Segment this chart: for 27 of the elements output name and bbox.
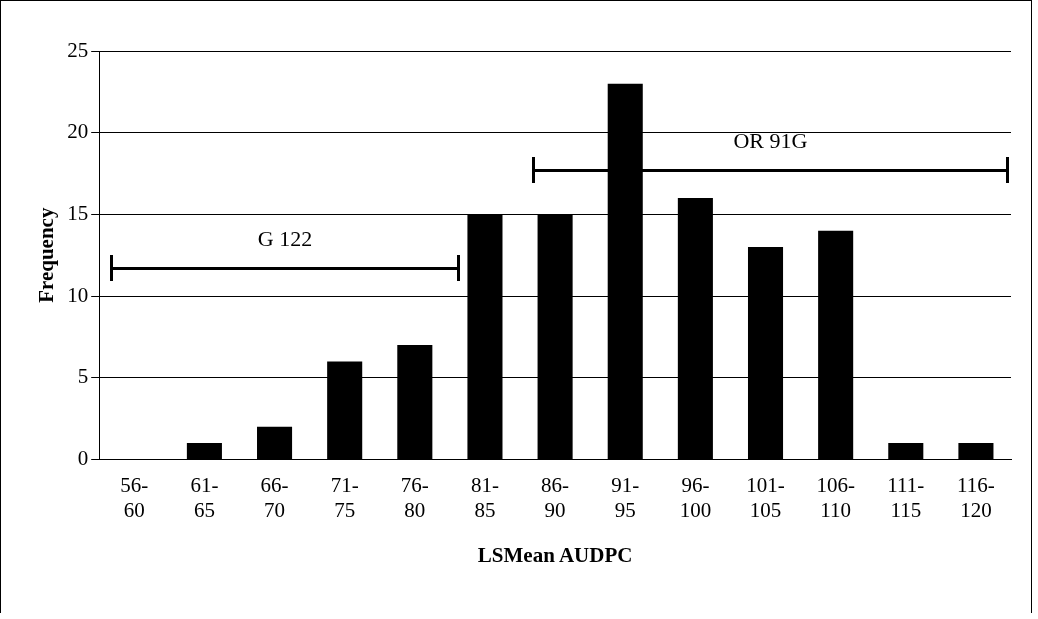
y-tick-label: 20 — [67, 119, 89, 144]
x-tick-label: 56-60 — [120, 472, 149, 522]
x-tick-label: 81-85 — [470, 472, 499, 522]
y-tick-label: 15 — [67, 200, 89, 225]
y-tick-label: 5 — [77, 364, 89, 389]
annotation: G 122 — [256, 226, 314, 253]
x-tick-label: 76-80 — [400, 472, 429, 522]
x-axis-title: LSMean AUDPC — [477, 542, 633, 567]
y-tick-label: 25 — [67, 37, 89, 62]
y-tick-label: 0 — [77, 445, 89, 470]
bar — [888, 443, 924, 459]
x-tick-label: 91-95 — [611, 472, 640, 522]
bar — [958, 443, 994, 459]
x-tick-label: 86-90 — [541, 472, 570, 522]
x-tick-label: 101-105 — [746, 472, 785, 522]
y-axis-title: Frequency — [34, 207, 59, 303]
annotation: OR 91G — [732, 128, 809, 155]
x-tick-label: 106-110 — [816, 472, 855, 522]
bar — [257, 426, 293, 459]
y-tick-label: 10 — [67, 282, 89, 307]
x-tick-label: 71-75 — [330, 472, 359, 522]
bar — [186, 443, 222, 459]
x-tick-label: 61-65 — [190, 472, 219, 522]
x-tick-label: 111-115 — [887, 472, 925, 522]
x-tick-label: 66-70 — [260, 472, 289, 522]
x-tick-label: 96-100 — [679, 472, 712, 522]
x-tick-label: 116-120 — [957, 472, 995, 522]
